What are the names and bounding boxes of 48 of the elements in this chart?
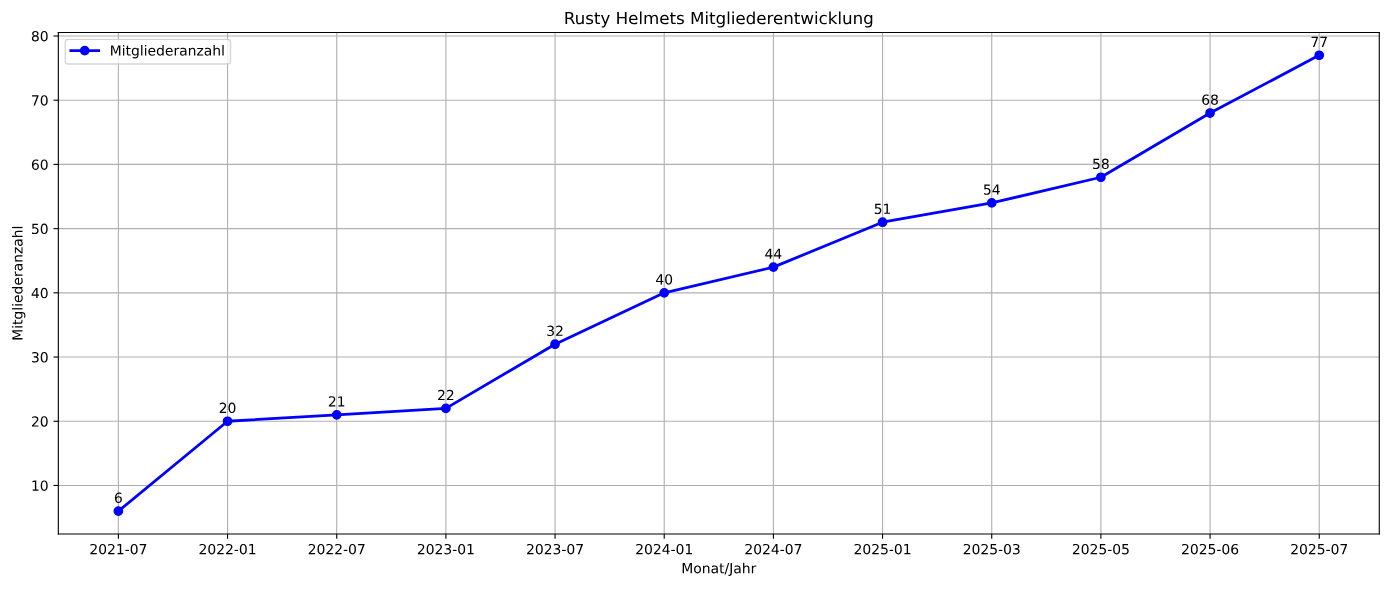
point [1205, 108, 1215, 118]
y-tick-label: 70 [32, 95, 48, 106]
data-label: 40 [656, 274, 673, 285]
point [768, 262, 779, 273]
data-label: 32 [547, 325, 563, 337]
data-label: 54 [983, 184, 1000, 195]
point [222, 416, 233, 427]
x-tick-label: 2021-07 [90, 543, 147, 555]
point [659, 287, 670, 298]
data-label: 51 [874, 203, 891, 215]
x-tick-label: 2025-01 [854, 543, 911, 555]
y-tick-label: 80 [31, 30, 48, 42]
y-tick-label: 50 [32, 223, 48, 235]
x-tick-label: 2022-01 [199, 543, 256, 555]
data-label: 21 [328, 396, 345, 407]
y-tick-label: 20 [31, 416, 48, 427]
data-label: 20 [219, 402, 236, 414]
x-tick-label: 2025-03 [963, 543, 1020, 555]
y-tick-label: 30 [32, 352, 48, 363]
x-tick-label: 2022-07 [308, 543, 365, 555]
x-axis-title: Monat/Jahr [682, 562, 757, 576]
x-tick-label: 2025-07 [1291, 543, 1348, 555]
point [877, 217, 888, 228]
x-tick-label: 2023-01 [417, 543, 474, 555]
chart-title: Rusty Helmets Mitgliederentwicklung [565, 11, 873, 28]
point [1096, 172, 1106, 183]
data-label: 68 [1202, 94, 1218, 105]
point [441, 403, 451, 414]
point [331, 409, 342, 420]
y-axis-title: Mitgliederanzahl [11, 226, 26, 340]
data-label: 44 [765, 248, 782, 259]
y-tick-label: 10 [32, 480, 48, 491]
y-tick-label: 60 [31, 159, 48, 170]
data-label: 77 [1311, 36, 1327, 47]
data-label: 22 [438, 389, 454, 401]
data-label: 6 [114, 492, 122, 504]
x-tick-label: 2023-07 [527, 543, 583, 555]
x-tick-label: 2025-05 [1072, 543, 1129, 555]
point [1314, 50, 1325, 61]
legend-label: Mitgliederanzahl [111, 44, 224, 59]
x-tick-label: 2025-06 [1182, 543, 1239, 555]
x-tick-label: 2024-01 [636, 543, 692, 555]
data-label: 58 [1093, 158, 1109, 170]
point [113, 506, 124, 517]
y-tick-label: 40 [31, 287, 48, 299]
point [986, 198, 997, 208]
x-tick-label: 2024-07 [745, 543, 802, 555]
point [550, 339, 560, 350]
